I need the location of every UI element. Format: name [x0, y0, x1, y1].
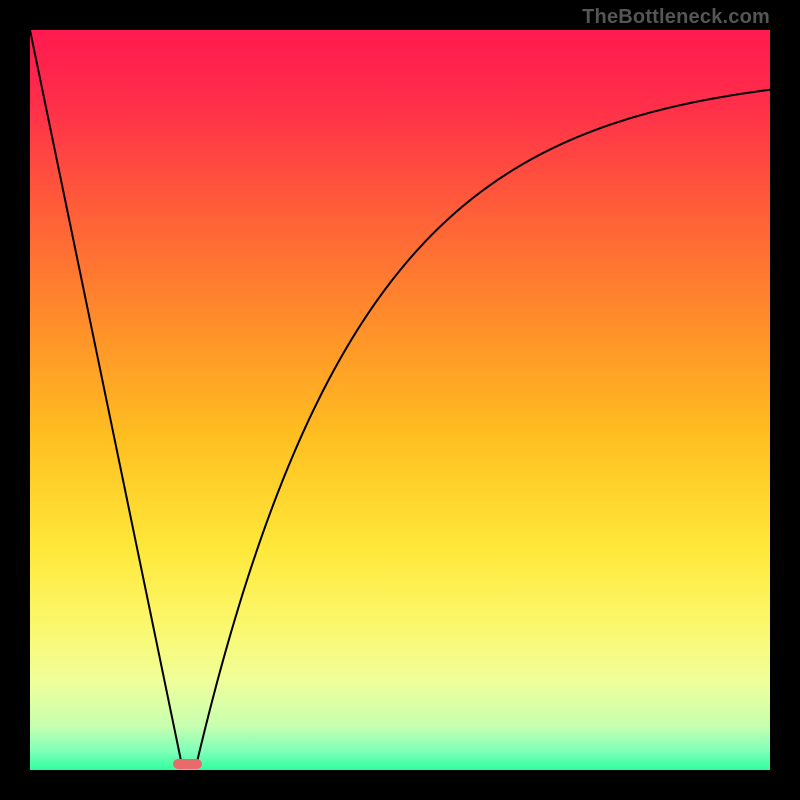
plot-area [30, 30, 770, 770]
curve-layer [30, 30, 770, 770]
optimum-marker [173, 759, 203, 769]
bottleneck-curve [30, 30, 770, 764]
chart-container: TheBottleneck.com [0, 0, 800, 800]
watermark-text: TheBottleneck.com [582, 6, 770, 29]
